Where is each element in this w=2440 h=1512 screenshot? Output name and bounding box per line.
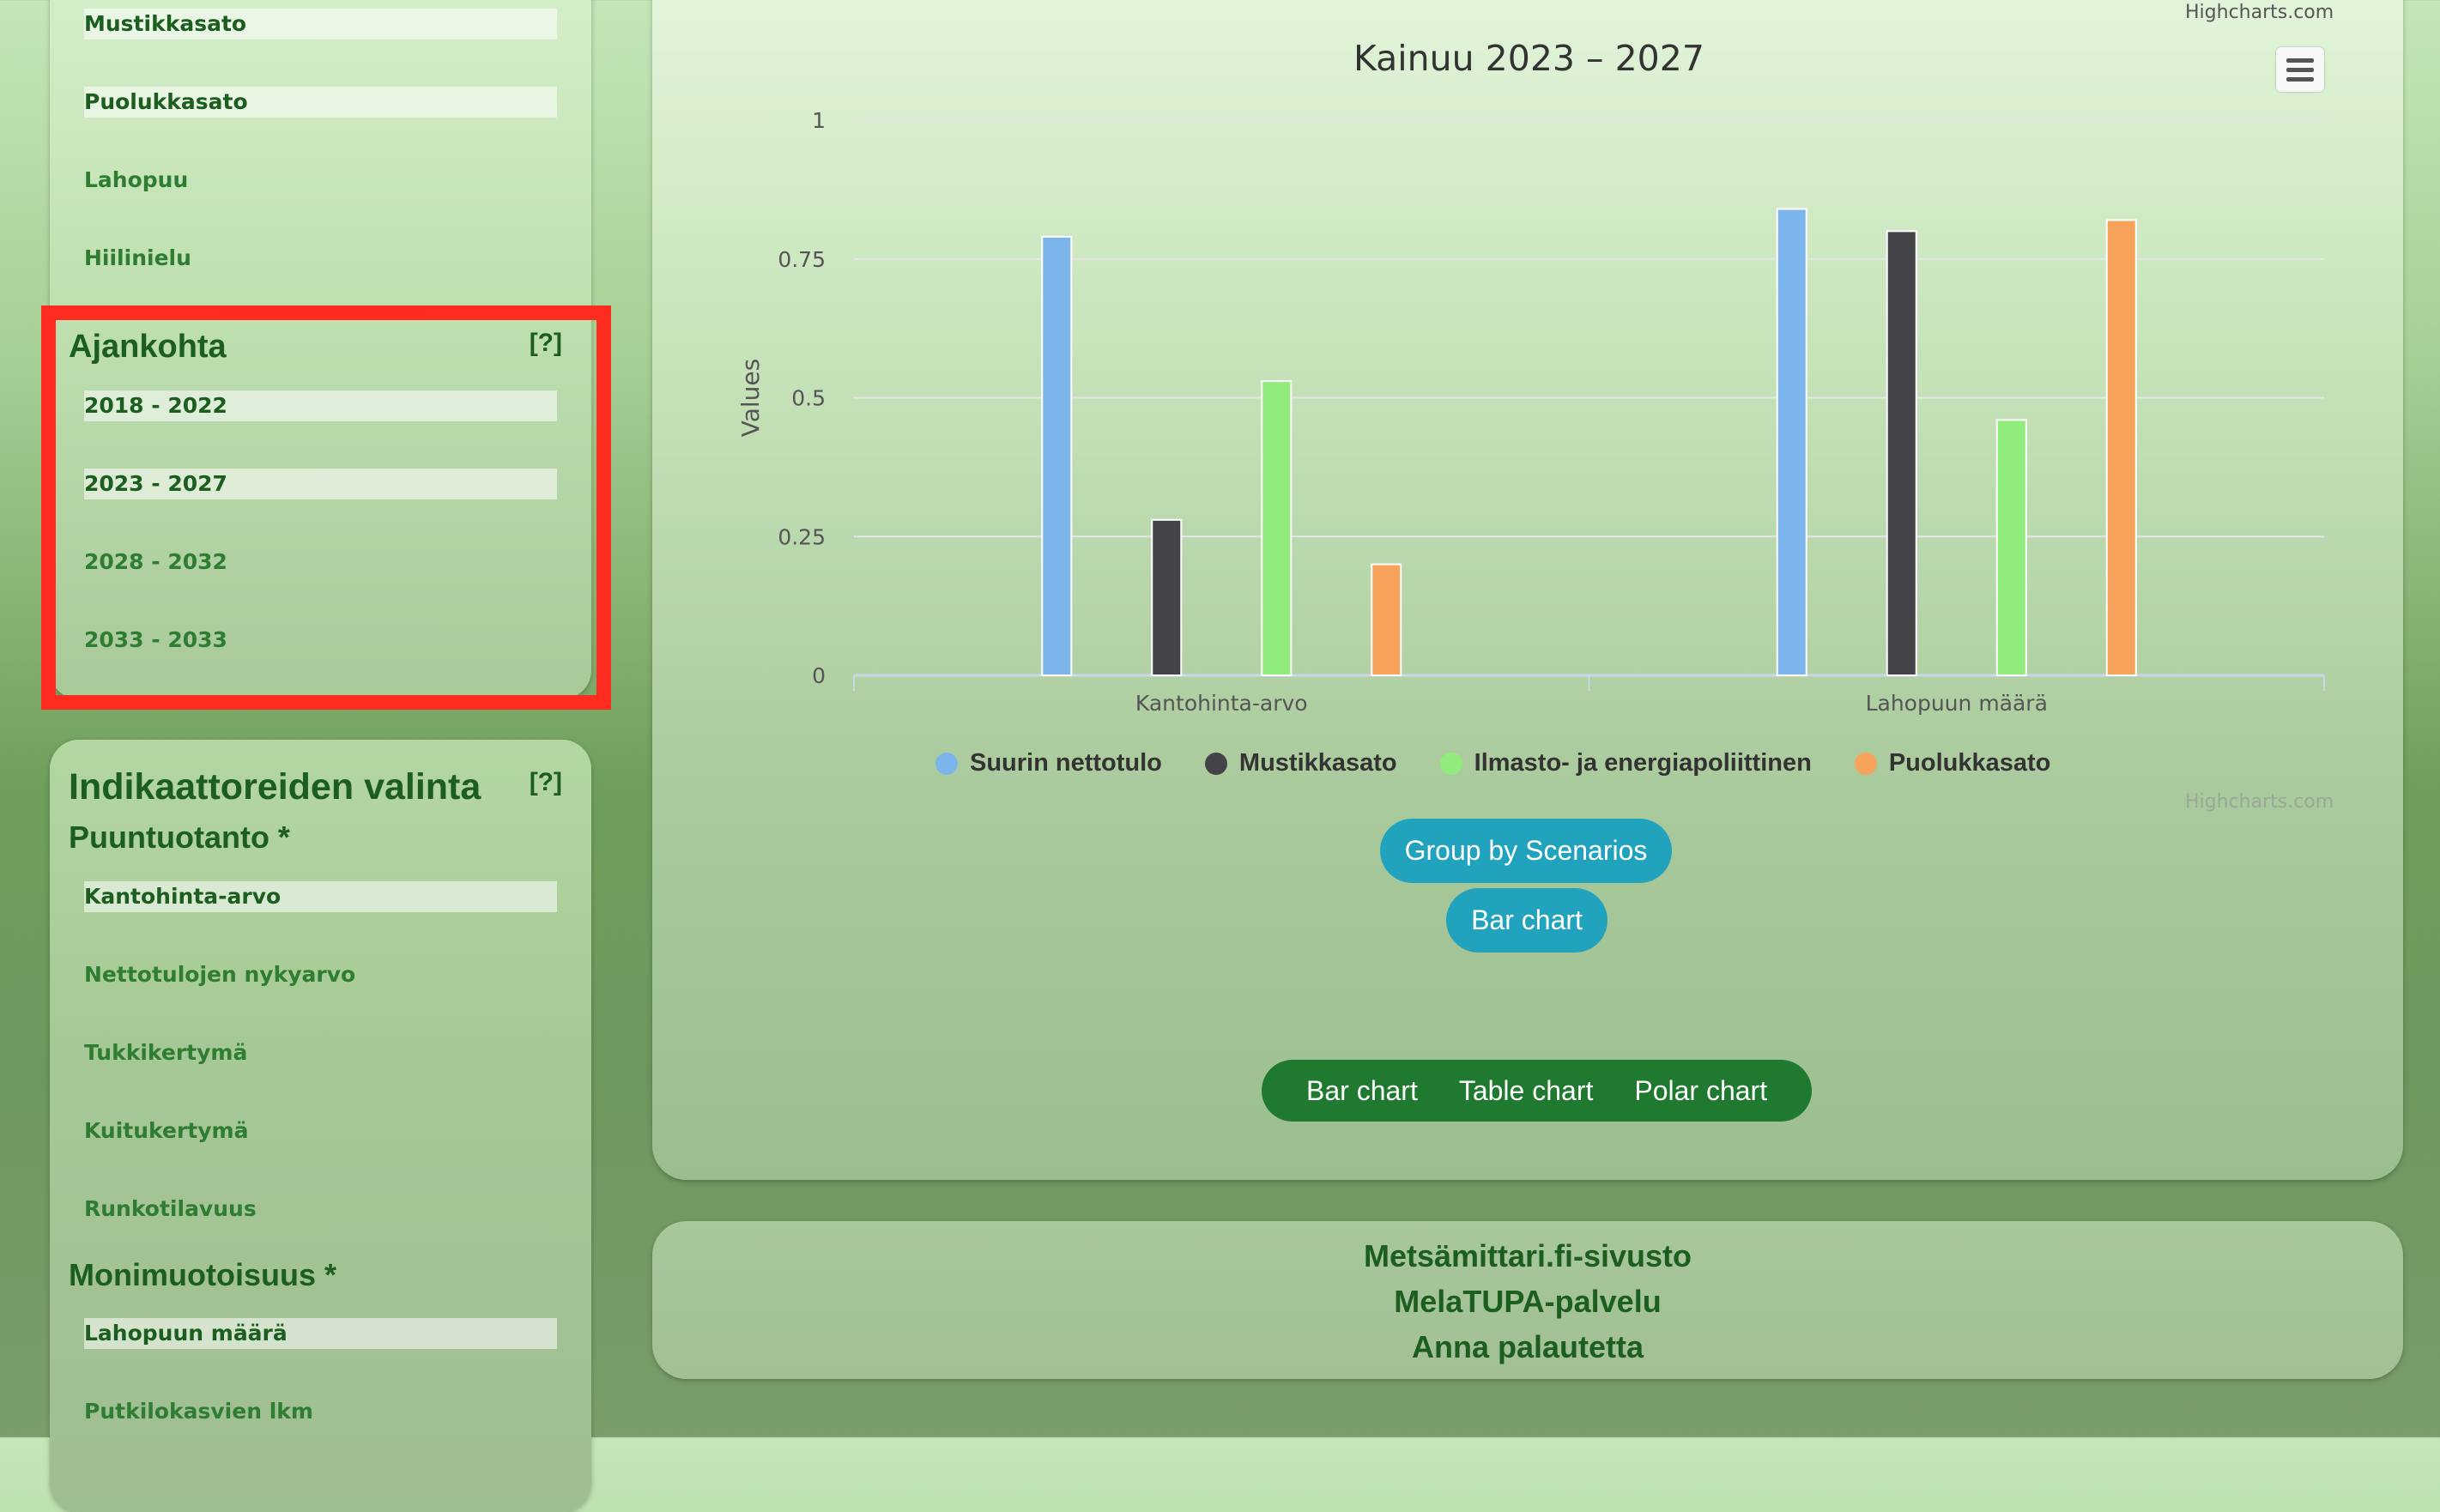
chart-type-polar[interactable]: Polar chart xyxy=(1634,1074,1768,1106)
option-mustikkasato[interactable]: Mustikkasato xyxy=(84,9,557,39)
legend-item-mustikkasato[interactable]: Mustikkasato xyxy=(1204,749,1397,777)
chart-type-bar[interactable]: Bar chart xyxy=(1306,1074,1418,1106)
chart-title: Kainuu 2023 – 2027 xyxy=(1353,38,1704,79)
bar xyxy=(1995,419,2027,676)
chart-type-table[interactable]: Table chart xyxy=(1458,1074,1594,1106)
legend-label-4: Puolukkasato xyxy=(1888,749,2051,777)
option-lahopuun-maara[interactable]: Lahopuun määrä xyxy=(84,1318,557,1349)
x-tick-label: Kantohinta-arvo xyxy=(1135,691,1308,716)
option-tukkikertyma[interactable]: Tukkikertymä xyxy=(84,1040,248,1065)
highcharts-credit-top[interactable]: Highcharts.com xyxy=(2185,2,2334,23)
y-tick-label: 0.5 xyxy=(791,386,826,411)
time-title-text: Ajankohta xyxy=(69,329,227,365)
y-tick-label: 0.25 xyxy=(778,524,826,549)
option-2018-2022[interactable]: 2018 - 2022 xyxy=(84,390,557,421)
chart-type-selector: Bar chart Table chart Polar chart xyxy=(1262,1060,1813,1122)
indicator-panel xyxy=(50,740,591,1512)
time-panel-title: Ajankohta [?] xyxy=(69,329,562,366)
footer-link-melatupa[interactable]: MelaTUPA-palvelu xyxy=(1394,1284,1662,1319)
footer-panel: Metsämittari.fi-sivusto MelaTUPA-palvelu… xyxy=(652,1221,2403,1379)
bar xyxy=(2105,219,2137,676)
bar-chart: 0 0.25 0.5 0.75 1 Values Kantohinta-arvo Lahopu… xyxy=(736,108,2325,716)
bar xyxy=(1151,518,1183,677)
legend-label-3: Ilmasto- ja energiapoliittinen xyxy=(1474,749,1812,777)
indicator-help-link[interactable]: [?] xyxy=(529,768,562,796)
legend-label-2: Mustikkasato xyxy=(1238,749,1397,777)
option-lahopuu[interactable]: Lahopuu xyxy=(84,167,189,192)
option-putkilokasvien-lkm[interactable]: Putkilokasvien lkm xyxy=(84,1399,313,1424)
chart-legend: Suurin nettotulo Mustikkasato Ilmasto- j… xyxy=(935,749,2050,777)
section-puuntuotanto: Puuntuotanto * xyxy=(69,820,290,855)
bar xyxy=(1041,235,1073,676)
legend-item-puolukkasato[interactable]: Puolukkasato xyxy=(1854,749,2051,777)
bar xyxy=(1371,563,1402,676)
option-kuitukertyma[interactable]: Kuitukertymä xyxy=(84,1118,249,1143)
highlight-box xyxy=(41,305,611,710)
group-by-scenarios-button[interactable]: Group by Scenarios xyxy=(1380,819,1672,883)
option-runkotilavuus[interactable]: Runkotilavuus xyxy=(84,1196,257,1221)
y-tick-label: 1 xyxy=(812,108,826,133)
option-hiilinielu[interactable]: Hiilinielu xyxy=(84,245,191,270)
y-tick-label: 0.75 xyxy=(778,247,826,272)
option-nettotulojen-nykyarvo[interactable]: Nettotulojen nykyarvo xyxy=(84,962,356,987)
highcharts-credit-bottom[interactable]: Highcharts.com xyxy=(2185,791,2334,813)
x-tick-label: Lahopuun määrä xyxy=(1866,691,2048,716)
chart-menu-icon[interactable] xyxy=(2276,47,2324,92)
y-axis-title: Values xyxy=(736,359,765,437)
bar xyxy=(1776,208,1807,676)
legend-label-1: Suurin nettotulo xyxy=(970,749,1162,777)
bar xyxy=(1261,380,1293,676)
legend-item-ilmasto[interactable]: Ilmasto- ja energiapoliittinen xyxy=(1439,749,1812,777)
time-help-link[interactable]: [?] xyxy=(529,329,562,357)
section-monimuotoisuus: Monimuotoisuus * xyxy=(69,1257,336,1292)
option-2028-2032[interactable]: 2028 - 2032 xyxy=(84,549,227,574)
option-2033-2033[interactable]: 2033 - 2033 xyxy=(84,627,227,652)
indicator-title-text: Indikaattoreiden valinta xyxy=(69,766,481,807)
option-2023-2027[interactable]: 2023 - 2027 xyxy=(84,469,557,499)
indicator-panel-title: Indikaattoreiden valinta [?] xyxy=(69,766,562,808)
y-tick-label: 0 xyxy=(812,663,826,688)
legend-item-suurin-nettotulo[interactable]: Suurin nettotulo xyxy=(935,749,1162,777)
option-kantohinta-arvo[interactable]: Kantohinta-arvo xyxy=(84,881,557,912)
footer-link-palaute[interactable]: Anna palautetta xyxy=(1411,1329,1644,1364)
footer-link-metsamittari[interactable]: Metsämittari.fi-sivusto xyxy=(1363,1238,1692,1273)
bar-chart-toggle-button[interactable]: Bar chart xyxy=(1446,888,1607,953)
bar xyxy=(1886,230,1917,676)
option-puolukkasato[interactable]: Puolukkasato xyxy=(84,87,557,118)
